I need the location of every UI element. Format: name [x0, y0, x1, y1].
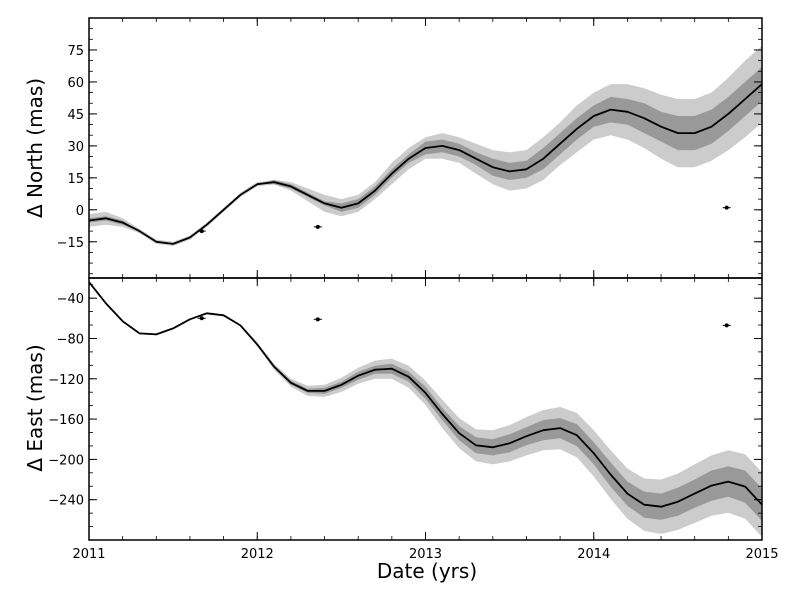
- north-model-line: [89, 83, 762, 245]
- north-data-point: [199, 229, 204, 234]
- north-y-tick-label: 60: [67, 76, 84, 91]
- east-y-tick-label: −240: [48, 494, 84, 509]
- x-axis-title: Date (yrs): [377, 559, 477, 583]
- north-y-tick-label: 15: [67, 172, 84, 187]
- north-y-tick-label: −15: [57, 236, 84, 251]
- north-y-axis-title: Δ North (mas): [23, 78, 47, 218]
- east-y-tick-label: −120: [48, 373, 84, 388]
- east-panel: −240 −200 −160 −120 −80 −40: [48, 277, 763, 541]
- x-tick-label: 2012: [241, 547, 274, 562]
- north-panel: −15 0 15 30 45 60 75: [57, 17, 763, 279]
- east-model-line: [89, 281, 762, 508]
- north-y-tick-label: 45: [67, 108, 84, 123]
- east-y-tick-label: −40: [57, 292, 84, 307]
- east-y-tick-label: −200: [48, 453, 84, 468]
- north-plot-area: [89, 45, 762, 247]
- east-data-point: [724, 323, 729, 328]
- x-tick-label: 2013: [409, 547, 442, 562]
- north-y-tick-label: 75: [67, 44, 84, 59]
- north-y-tick-label: 0: [76, 204, 84, 219]
- x-tick-label: 2014: [577, 547, 610, 562]
- east-y-tick-label: −80: [57, 332, 84, 347]
- north-inner-band: [89, 67, 762, 244]
- north-y-tick-label: 30: [67, 140, 84, 155]
- east-plot-area: [89, 281, 762, 537]
- east-inner-band: [89, 282, 762, 521]
- east-y-axis-title: Δ East (mas): [23, 344, 47, 471]
- north-data-point: [724, 205, 729, 210]
- east-data-point: [199, 316, 204, 321]
- north-data-point: [315, 224, 320, 229]
- east-data-point: [315, 317, 320, 322]
- x-tick-label: 2015: [745, 547, 778, 562]
- x-tick-label: 2011: [72, 547, 105, 562]
- east-y-tick-label: −160: [48, 413, 84, 428]
